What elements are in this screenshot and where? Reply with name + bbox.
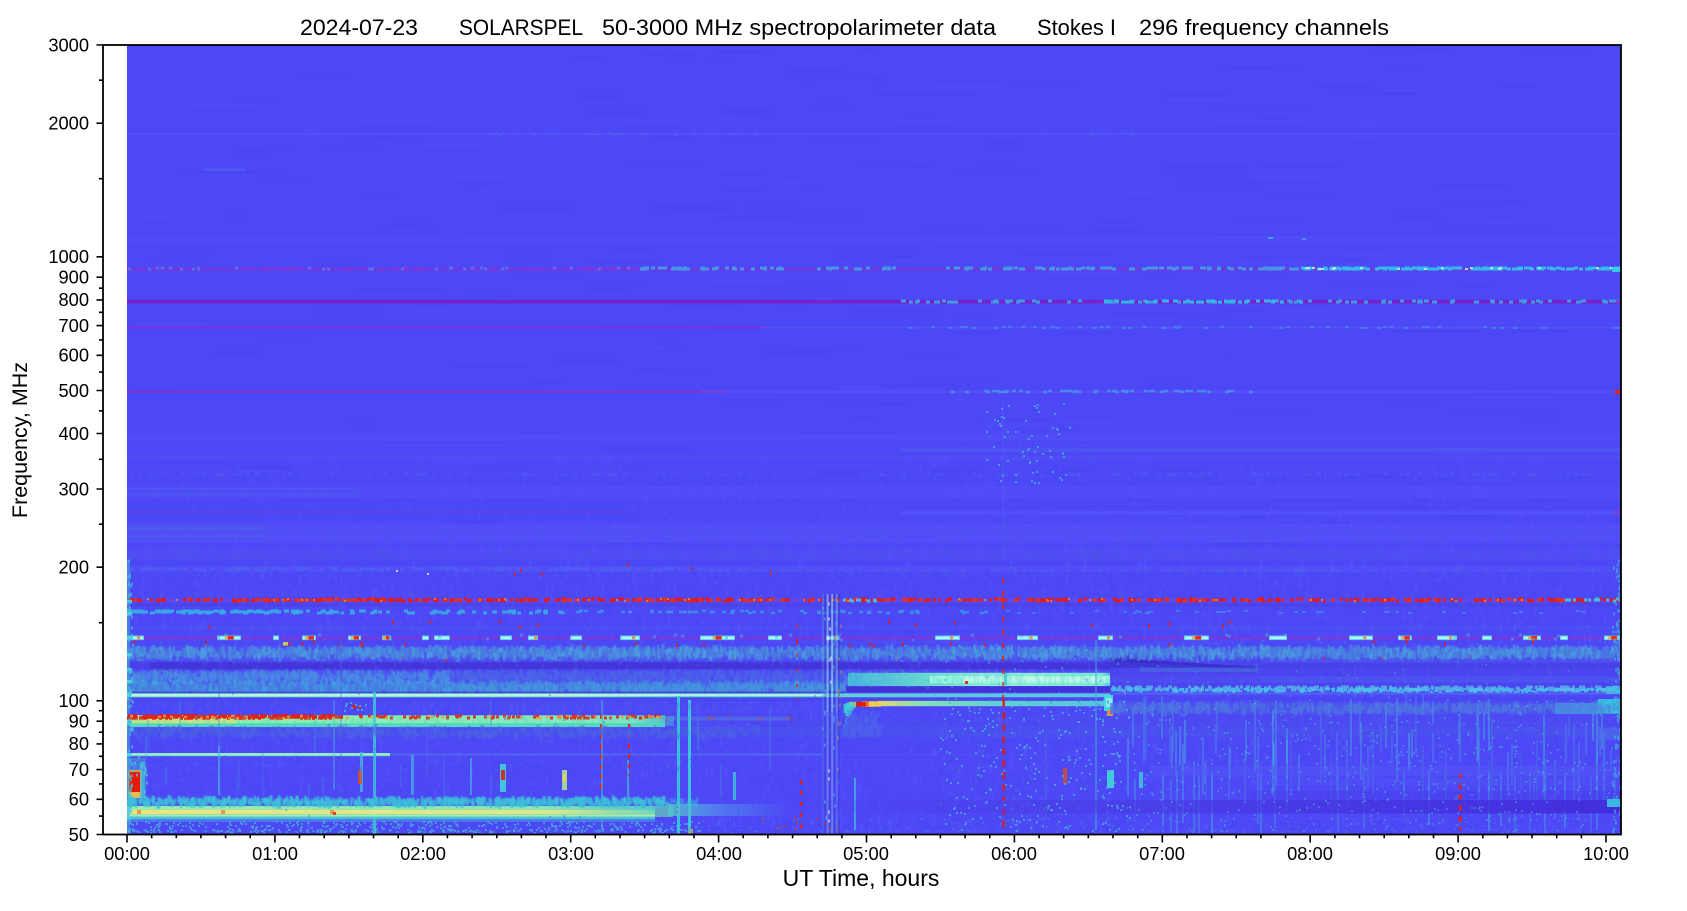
svg-text:09:00: 09:00 — [1435, 843, 1481, 864]
svg-text:07:00: 07:00 — [1139, 843, 1185, 864]
svg-text:03:00: 03:00 — [548, 843, 594, 864]
svg-text:05:00: 05:00 — [843, 843, 889, 864]
svg-text:100: 100 — [58, 690, 89, 711]
svg-text:70: 70 — [69, 759, 89, 780]
svg-text:SOLARSPEL: SOLARSPEL — [459, 15, 583, 40]
svg-text:800: 800 — [58, 289, 89, 310]
svg-text:2000: 2000 — [48, 113, 89, 134]
svg-text:1000: 1000 — [48, 246, 89, 267]
svg-text:900: 900 — [58, 267, 89, 288]
svg-text:04:00: 04:00 — [696, 843, 742, 864]
svg-text:80: 80 — [69, 733, 89, 754]
svg-text:60: 60 — [69, 789, 89, 810]
svg-text:50-3000 MHz spectropolarimeter: 50-3000 MHz spectropolarimeter data — [602, 15, 997, 40]
svg-text:2024-07-23: 2024-07-23 — [300, 15, 418, 40]
svg-text:06:00: 06:00 — [991, 843, 1037, 864]
svg-text:50: 50 — [69, 824, 89, 845]
svg-text:3000: 3000 — [48, 34, 89, 55]
svg-text:700: 700 — [58, 315, 89, 336]
svg-text:00:00: 00:00 — [104, 843, 150, 864]
svg-text:01:00: 01:00 — [252, 843, 298, 864]
svg-text:400: 400 — [58, 423, 89, 444]
svg-text:500: 500 — [58, 380, 89, 401]
svg-text:Stokes I: Stokes I — [1037, 15, 1116, 40]
svg-text:02:00: 02:00 — [400, 843, 446, 864]
svg-text:UT Time, hours: UT Time, hours — [783, 865, 940, 891]
svg-text:08:00: 08:00 — [1287, 843, 1333, 864]
svg-text:10:00: 10:00 — [1583, 843, 1629, 864]
svg-text:Frequency, MHz: Frequency, MHz — [8, 362, 32, 518]
svg-text:300: 300 — [58, 478, 89, 499]
svg-text:200: 200 — [58, 557, 89, 578]
svg-text:90: 90 — [69, 711, 89, 732]
svg-text:296 frequency channels: 296 frequency channels — [1139, 15, 1389, 40]
svg-text:600: 600 — [58, 345, 89, 366]
